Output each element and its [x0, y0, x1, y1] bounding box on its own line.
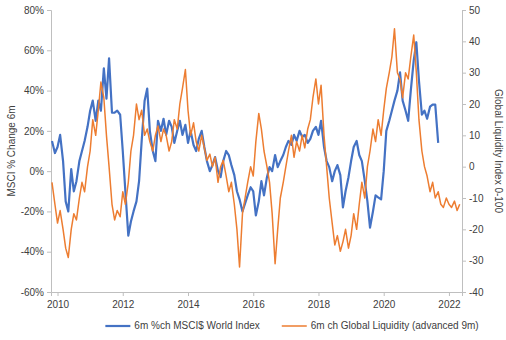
- x-axis-tick-mark: [188, 292, 189, 296]
- x-axis-line: [52, 293, 463, 297]
- y-axis-tick: 40%: [24, 85, 51, 96]
- legend-label: 6m ch Global Liquidity (advanced 9m): [311, 320, 479, 331]
- legend-item: 6m %ch MSCI$ World Index: [105, 320, 259, 331]
- y2-axis-tick-label: -30: [469, 255, 484, 266]
- y2-axis-tick: -40: [462, 287, 484, 298]
- x-axis-tick-label: 2014: [177, 299, 200, 310]
- y2-axis-title: Global Liquidity Index 0-100: [493, 89, 504, 213]
- y2-axis-tick-label: -20: [469, 224, 484, 235]
- y2-axis-tick-label: 20: [469, 99, 481, 110]
- y2-axis-line: [463, 11, 467, 293]
- y2-axis-tick-label: -40: [469, 287, 484, 298]
- y2-axis-tick: 50: [462, 5, 481, 16]
- x-axis-tick-mark: [58, 292, 59, 296]
- y2-axis-tick-mark: [462, 198, 466, 199]
- chart: 2010201220142016201820202022-60%-40%-20%…: [0, 0, 506, 340]
- y-axis-tick-label: 20%: [24, 126, 44, 137]
- y2-axis-tick-mark: [462, 229, 466, 230]
- legend-swatch: [282, 325, 307, 327]
- x-axis-tick-mark: [318, 292, 319, 296]
- y-axis-tick: -20%: [21, 206, 51, 217]
- y2-axis-tick-label: 50: [469, 5, 481, 16]
- x-axis-tick: 2012: [112, 292, 135, 310]
- x-axis-tick-label: 2018: [308, 299, 331, 310]
- y-axis-tick: 60%: [24, 45, 51, 56]
- y2-axis: -40 -30 -20 -10 0 10 20 30 40 50: [462, 5, 484, 298]
- y-axis-tick-label: -40%: [21, 246, 44, 257]
- y2-axis-tick-mark: [462, 261, 466, 262]
- legend-item: 6m ch Global Liquidity (advanced 9m): [282, 320, 479, 331]
- y-axis-tick: -40%: [21, 246, 51, 257]
- y-axis-tick-label: -60%: [21, 287, 44, 298]
- y2-axis-tick-mark: [462, 41, 466, 42]
- x-axis-tick-mark: [449, 292, 450, 296]
- y-axis-tick-mark: [47, 50, 51, 51]
- x-axis-tick-mark: [253, 292, 254, 296]
- y2-axis-tick-label: -10: [469, 193, 484, 204]
- x-axis-tick: 2010: [47, 292, 70, 310]
- y-axis-tick-mark: [47, 171, 51, 172]
- y-axis-tick-mark: [47, 10, 51, 11]
- y-axis-tick: 0%: [30, 166, 51, 177]
- y-axis-tick-label: 80%: [24, 5, 44, 16]
- x-axis: 2010 2012 2014 2016 2018 2020 2022: [47, 292, 463, 310]
- x-axis-tick: 2022: [438, 292, 461, 310]
- y-axis-tick: 80%: [24, 5, 51, 16]
- y2-axis-tick-mark: [462, 73, 466, 74]
- x-axis-tick: 2014: [177, 292, 200, 310]
- y-axis: -60% -40% -20% 0% 20% 40% 60% 80%: [21, 5, 52, 298]
- x-axis-tick-label: 2016: [243, 299, 266, 310]
- y-axis-tick-label: 40%: [24, 85, 44, 96]
- y2-axis-tick: -20: [462, 224, 484, 235]
- y2-axis-tick-label: 0: [469, 161, 475, 172]
- y-axis-tick-mark: [47, 91, 51, 92]
- y-axis-tick-label: 0%: [30, 166, 45, 177]
- series-line: [52, 29, 460, 267]
- x-axis-tick: 2020: [373, 292, 396, 310]
- y2-axis-tick-label: 40: [469, 36, 481, 47]
- y-axis-line: [47, 11, 52, 293]
- y2-axis-tick-label: 30: [469, 67, 481, 78]
- x-axis-tick: 2018: [308, 292, 331, 310]
- y-axis-tick: -60%: [21, 287, 51, 298]
- y2-axis-tick: 30: [462, 67, 481, 78]
- y2-axis-tick-mark: [462, 167, 466, 168]
- y-axis-tick-mark: [47, 131, 51, 132]
- y2-axis-tick: 0: [462, 161, 475, 172]
- y2-axis-tick-mark: [462, 10, 466, 11]
- legend: 6m %ch MSCI$ World Index 6m ch Global Liq…: [105, 320, 478, 331]
- y-axis-tick-label: 60%: [24, 45, 44, 56]
- y2-axis-tick: 40: [462, 36, 481, 47]
- y2-axis-tick-mark: [462, 104, 466, 105]
- x-axis-tick-label: 2012: [112, 299, 135, 310]
- y2-axis-tick: -30: [462, 255, 484, 266]
- plot-area: [52, 29, 460, 267]
- y2-axis-tick: 20: [462, 99, 481, 110]
- y-axis-tick-mark: [47, 211, 51, 212]
- x-axis-tick: 2016: [243, 292, 266, 310]
- x-axis-tick-label: 2022: [438, 299, 461, 310]
- y2-axis-tick-label: 10: [469, 130, 481, 141]
- y2-axis-tick-mark: [462, 135, 466, 136]
- y-axis-tick-label: -20%: [21, 206, 44, 217]
- x-axis-tick-label: 2010: [47, 299, 70, 310]
- x-axis-tick-label: 2020: [373, 299, 396, 310]
- y2-axis-tick: -10: [462, 193, 484, 204]
- y-axis-title: MSCI % Change 6m: [6, 105, 17, 196]
- legend-swatch: [105, 325, 130, 327]
- series-line: [52, 42, 438, 235]
- x-axis-tick-mark: [384, 292, 385, 296]
- y-axis-tick-mark: [47, 252, 51, 253]
- y2-axis-tick: 10: [462, 130, 481, 141]
- y-axis-tick-mark: [47, 292, 51, 293]
- x-axis-tick-mark: [123, 292, 124, 296]
- y2-axis-tick-mark: [462, 292, 466, 293]
- legend-label: 6m %ch MSCI$ World Index: [134, 320, 259, 331]
- y-axis-tick: 20%: [24, 126, 51, 137]
